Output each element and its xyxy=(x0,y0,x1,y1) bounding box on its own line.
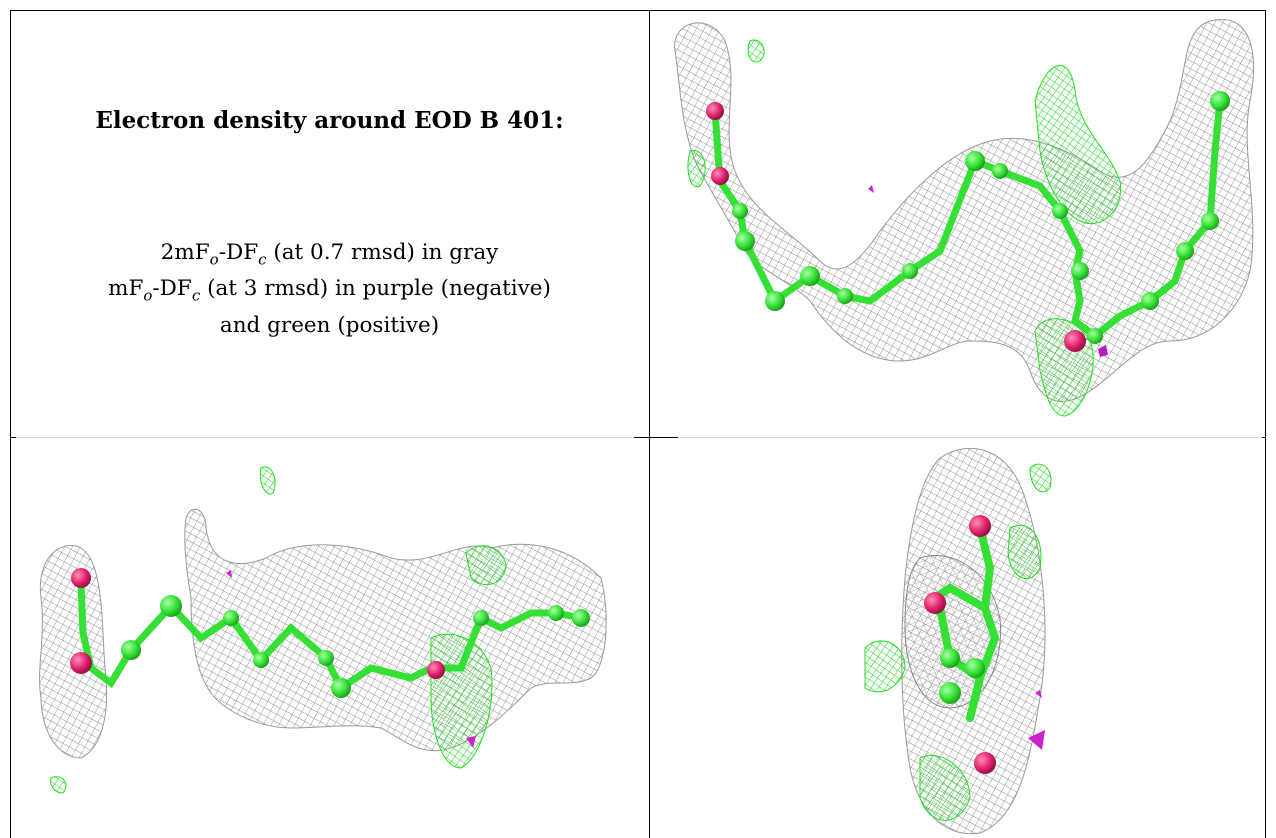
green-density-blob xyxy=(1029,463,1052,493)
ligand-atoms xyxy=(706,91,1230,352)
purple-density-blob xyxy=(226,570,232,578)
divider-tick-left xyxy=(10,437,16,438)
caption-panel: Electron density around EOD B 401: 2mFo-… xyxy=(10,10,649,437)
caption-title: Electron density around EOD B 401: xyxy=(95,107,564,134)
figure-frame xyxy=(10,10,1266,838)
vertical-divider xyxy=(649,10,650,838)
ligand-atoms xyxy=(70,568,590,698)
purple-density-blob xyxy=(1028,730,1045,750)
divider-tick-center xyxy=(634,437,678,438)
purple-density-blob xyxy=(466,736,476,748)
green-density-blob xyxy=(747,39,765,63)
green-density-blob xyxy=(687,149,706,188)
green-density-blob xyxy=(465,545,507,586)
caption-description: 2mFo-DFc (at 0.7 rmsd) in gray mFo-DFc (… xyxy=(10,238,649,341)
density-view-bottom-left xyxy=(11,438,649,838)
divider-tick-right xyxy=(1262,437,1266,438)
purple-density-blob xyxy=(1098,345,1108,357)
green-density-blob xyxy=(50,776,67,794)
purple-density-blob xyxy=(1035,690,1042,698)
green-density-blob xyxy=(1034,318,1094,417)
purple-density-blob xyxy=(868,185,874,193)
gray-density-mesh xyxy=(674,19,1255,402)
density-view-top-right xyxy=(650,11,1265,437)
green-density-blob xyxy=(259,466,276,495)
green-density-blob xyxy=(1007,525,1042,580)
gray-density-mesh xyxy=(184,508,607,752)
green-density-blob xyxy=(919,754,971,821)
density-view-bottom-right xyxy=(650,438,1265,838)
green-density-blob xyxy=(430,633,493,769)
gray-density-mesh xyxy=(39,545,108,759)
green-density-blob xyxy=(864,640,906,693)
ligand-atoms xyxy=(924,515,996,774)
caption-line-3: and green (positive) xyxy=(219,312,440,338)
caption-line-2: mFo-DFc (at 3 rmsd) in purple (negative) xyxy=(108,276,551,305)
caption-line-1: 2mFo-DFc (at 0.7 rmsd) in gray xyxy=(160,240,499,269)
